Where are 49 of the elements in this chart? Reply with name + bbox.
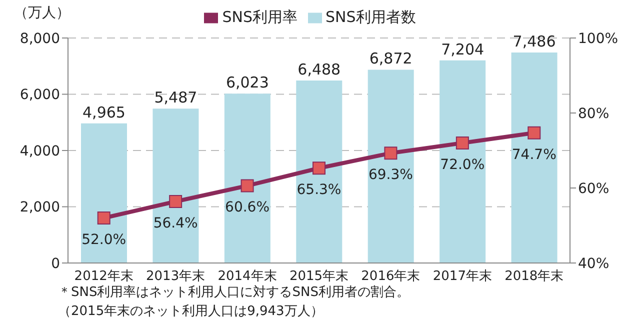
data-label: 72.0% xyxy=(440,156,485,173)
point xyxy=(384,146,398,160)
data-label: 4,965 xyxy=(82,103,126,122)
bar xyxy=(511,52,558,263)
x-tick-label: 2014年末 xyxy=(218,269,277,284)
y-tick-label: 6,000 xyxy=(20,87,60,104)
bar xyxy=(81,123,127,263)
data-label: 5,487 xyxy=(154,88,198,107)
data-label: 74.7% xyxy=(512,146,556,163)
bar xyxy=(440,60,486,263)
legend-label: SNS利用者数 xyxy=(326,8,416,26)
text: （2015年末のネット利用人口は9,943万人） xyxy=(58,303,324,321)
data-label: 6,023 xyxy=(226,74,269,92)
y-tick-label: 8,000 xyxy=(20,30,60,47)
data-label: 52.0% xyxy=(82,232,126,248)
x-tick-label: 2016年末 xyxy=(361,269,420,284)
y2-tick-label: 80% xyxy=(578,106,610,122)
point xyxy=(528,126,541,140)
data-label: 69.3% xyxy=(368,167,413,184)
data-label: 6,488 xyxy=(298,60,341,79)
y-tick-label: 4,000 xyxy=(20,143,60,160)
point xyxy=(312,162,326,175)
data-label: 60.6% xyxy=(225,200,270,216)
data-label: 56.4% xyxy=(153,215,198,232)
y2-tick-label: 60% xyxy=(578,180,610,197)
y-axis-title: （万人） xyxy=(14,4,70,22)
bar xyxy=(224,94,270,263)
x-tick-label: 2013年末 xyxy=(146,269,206,284)
point xyxy=(240,179,254,192)
data-label: 65.3% xyxy=(296,182,342,198)
y-tick-label: 2,000 xyxy=(20,200,60,216)
text: ＊SNS利用率はネット利用人口に対するSNS利用者の割合。 xyxy=(58,284,410,302)
x-tick-label: 2012年末 xyxy=(74,269,134,284)
x-tick-label: 2017年末 xyxy=(432,269,492,284)
x-tick-label: 2018年末 xyxy=(504,269,564,284)
y2-tick-label: 40% xyxy=(578,256,610,272)
bar xyxy=(368,70,414,263)
x-tick-label: 2015年末 xyxy=(289,269,349,284)
point xyxy=(169,195,182,208)
legend-label: SNS利用率 xyxy=(222,8,298,26)
data-label: 7,204 xyxy=(441,40,484,58)
data-label: 6,872 xyxy=(369,50,412,68)
bar xyxy=(296,80,342,263)
data-label: 7,486 xyxy=(512,32,556,50)
y-tick-label: 0 xyxy=(51,256,60,272)
y2-tick-label: 100% xyxy=(578,30,618,47)
point xyxy=(97,212,110,224)
point xyxy=(456,136,469,150)
bar xyxy=(152,108,199,263)
